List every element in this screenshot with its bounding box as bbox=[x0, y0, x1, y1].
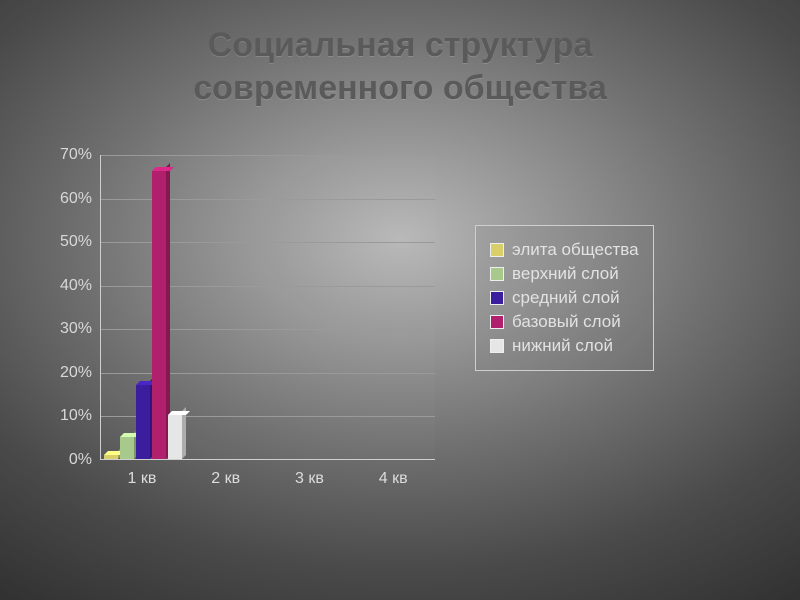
legend-swatch bbox=[490, 339, 504, 353]
legend-item: элита общества bbox=[490, 240, 639, 260]
legend-item: средний слой bbox=[490, 288, 639, 308]
legend-label: базовый слой bbox=[512, 312, 621, 332]
y-axis: 70%60%50%40%30%20%10%0% bbox=[60, 155, 100, 460]
x-axis: 1 кв2 кв3 кв4 кв bbox=[100, 460, 435, 488]
legend-swatch bbox=[490, 267, 504, 281]
legend-label: нижний слой bbox=[512, 336, 613, 356]
bar bbox=[120, 437, 134, 459]
category-group bbox=[104, 171, 182, 459]
legend-swatch bbox=[490, 315, 504, 329]
bar bbox=[136, 385, 150, 459]
title-line-2: современного общества bbox=[0, 67, 800, 110]
legend-swatch bbox=[490, 243, 504, 257]
x-tick-label: 4 кв bbox=[351, 470, 435, 488]
gridline bbox=[101, 155, 435, 156]
slide-title: Социальная структура современного общест… bbox=[0, 0, 800, 109]
legend-item: нижний слой bbox=[490, 336, 639, 356]
chart-container: 70%60%50%40%30%20%10%0% 1 кв2 кв3 кв4 кв… bbox=[60, 155, 654, 488]
legend-label: верхний слой bbox=[512, 264, 619, 284]
bar bbox=[152, 171, 166, 459]
title-line-1: Социальная структура bbox=[0, 24, 800, 67]
x-tick-label: 2 кв bbox=[184, 470, 268, 488]
bar bbox=[104, 455, 118, 459]
legend-label: средний слой bbox=[512, 288, 620, 308]
legend-swatch bbox=[490, 291, 504, 305]
bar bbox=[168, 415, 182, 459]
legend: элита общества верхний слой средний слой ба… bbox=[475, 225, 654, 371]
legend-item: верхний слой bbox=[490, 264, 639, 284]
x-tick-label: 3 кв bbox=[268, 470, 352, 488]
plot-area bbox=[100, 155, 435, 460]
legend-item: базовый слой bbox=[490, 312, 639, 332]
x-tick-label: 1 кв bbox=[100, 470, 184, 488]
legend-label: элита общества bbox=[512, 240, 639, 260]
